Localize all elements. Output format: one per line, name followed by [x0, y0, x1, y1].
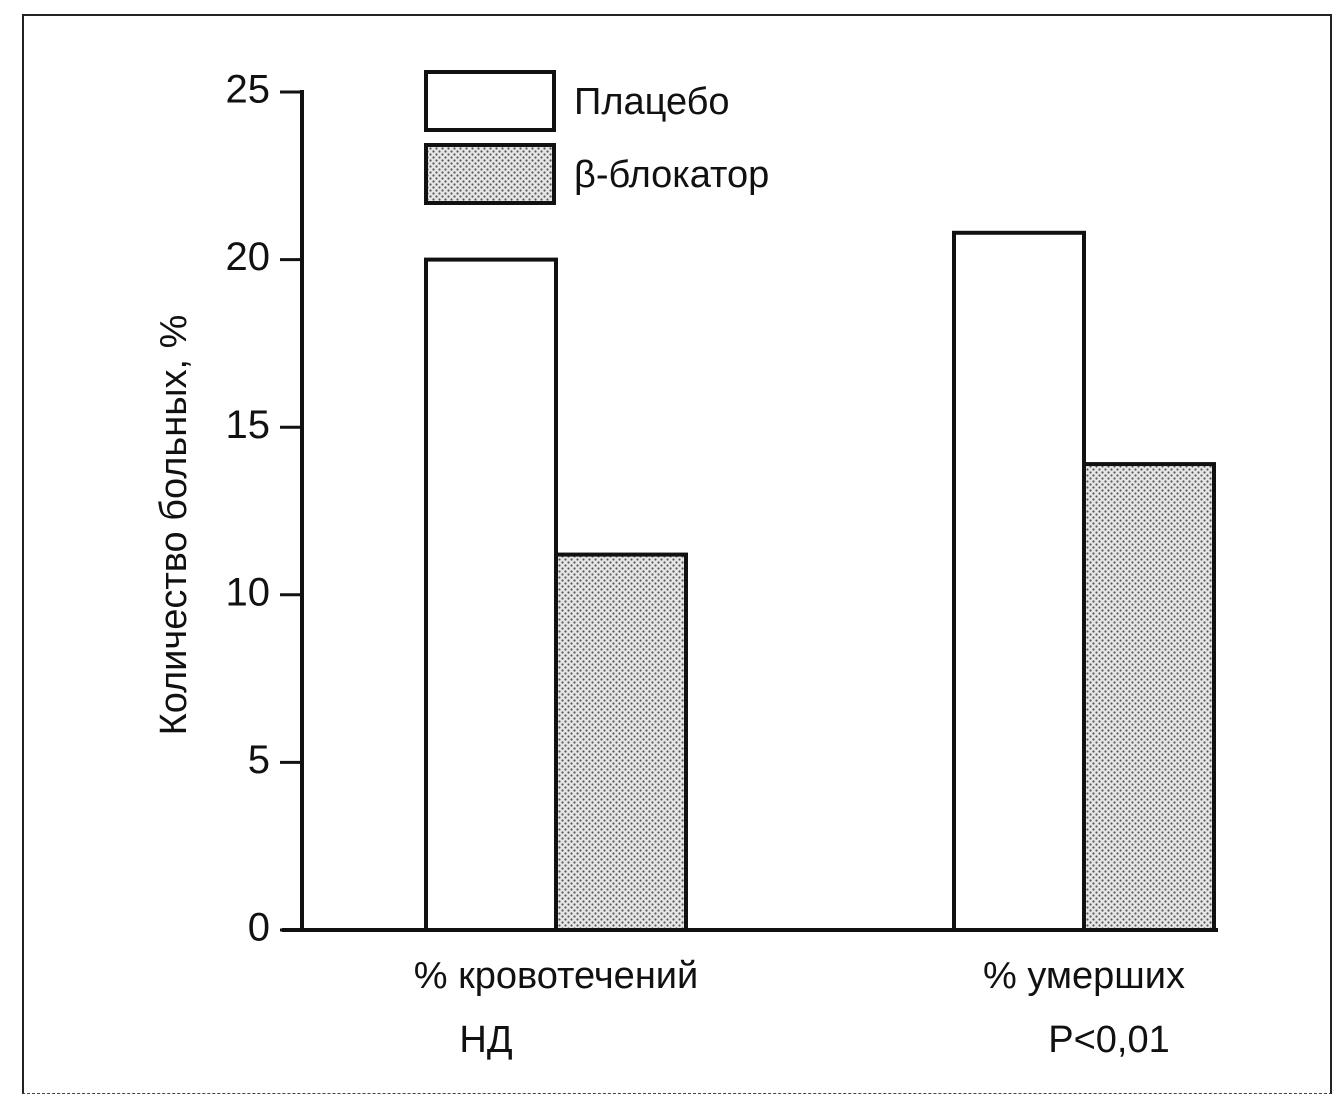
bar-beta-blocker-1 — [1082, 462, 1216, 932]
y-tick-label-10: 10 — [226, 570, 271, 614]
y-tick-label-25: 25 — [226, 68, 271, 112]
y-tick-label-0: 0 — [248, 906, 270, 950]
bar-placebo-1 — [952, 230, 1086, 932]
legend-label-1: β-блокатор — [574, 154, 769, 196]
y-tick-label-5: 5 — [248, 738, 270, 782]
legend-swatch-0 — [424, 70, 556, 132]
category-label-1: % умерших — [983, 955, 1185, 997]
y-tick-label-15: 15 — [226, 403, 271, 447]
legend-label-0: Плацебо — [574, 81, 730, 123]
chart-frame — [22, 14, 1332, 1094]
category-note-0: НД — [459, 1019, 512, 1061]
legend-swatch-1 — [424, 143, 556, 205]
y-tick-label-20: 20 — [226, 235, 271, 279]
category-note-1: P<0,01 — [1048, 1019, 1170, 1061]
category-label-0: % кровотечений — [414, 955, 699, 997]
bar-beta-blocker-0 — [554, 552, 688, 932]
bar-placebo-0 — [424, 257, 558, 933]
y-axis-label: Количество больных, % — [153, 315, 195, 736]
